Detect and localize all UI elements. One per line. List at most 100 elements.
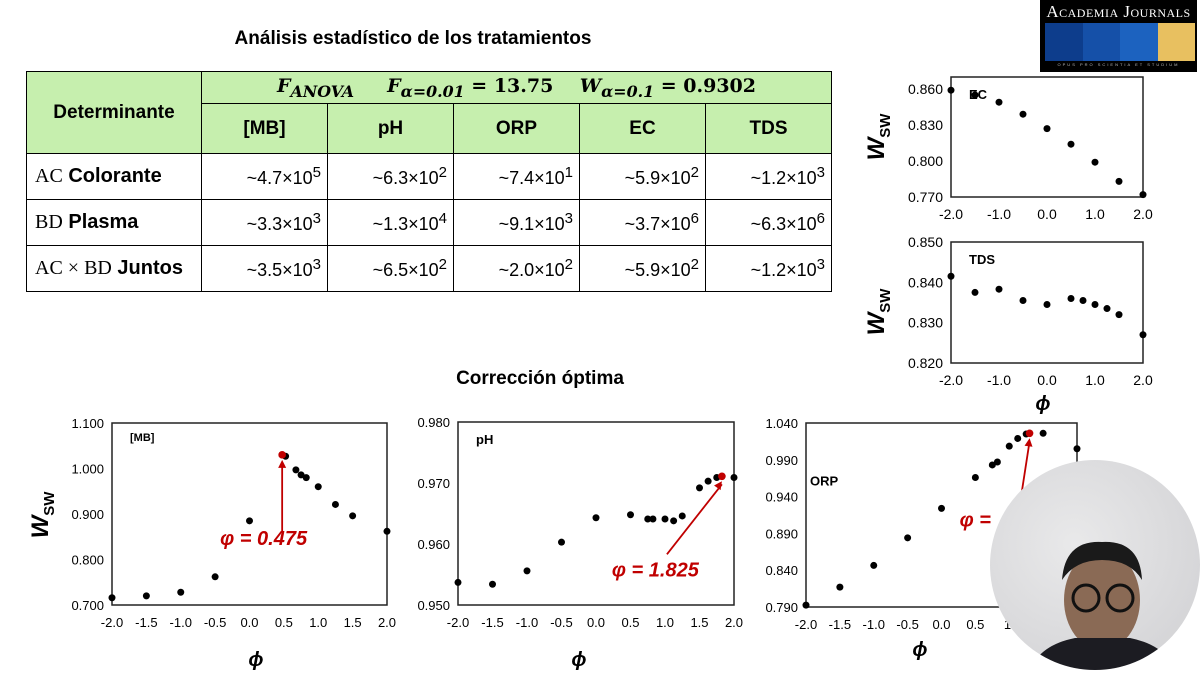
data-point — [971, 288, 979, 296]
y-tick-label: 0.900 — [71, 507, 104, 522]
data-point — [644, 515, 652, 523]
x-tick-label: 0.0 — [587, 615, 605, 630]
chart-title-mb: [MB] — [130, 432, 155, 444]
y-tick-label: 0.990 — [765, 453, 798, 468]
data-point — [1139, 191, 1147, 199]
data-point — [1067, 294, 1075, 302]
data-point — [947, 86, 955, 94]
x-axis-label: ϕ — [912, 639, 927, 661]
optimum-point — [718, 472, 726, 481]
x-tick-label: 2.0 — [725, 615, 743, 630]
presenter-video — [1030, 541, 1175, 670]
x-axis-label: ϕ — [248, 649, 263, 671]
x-tick-label: -0.5 — [204, 615, 226, 630]
f-value-cell: ~3.5×103 — [201, 245, 328, 292]
table-row: AC Colorante ~4.7×105 ~6.3×102 ~7.4×101 ~5.9… — [26, 153, 832, 200]
data-point — [292, 466, 300, 474]
x-tick-label: 0.0 — [1037, 372, 1057, 388]
data-point — [971, 473, 979, 481]
data-point — [314, 483, 322, 491]
x-tick-label: 2.0 — [1133, 206, 1153, 222]
data-point — [870, 561, 878, 569]
y-tick-label: 0.770 — [908, 189, 943, 205]
data-point — [704, 477, 712, 485]
x-tick-label: 1.0 — [656, 615, 674, 630]
data-point — [1103, 305, 1111, 313]
optimum-point — [1025, 429, 1034, 438]
data-point — [1115, 311, 1123, 319]
plot-area-ph — [457, 421, 735, 606]
stats-header: FANOVA Fα=0.01 = 13.75 Wα=0.1 = 0.9302 — [201, 71, 832, 104]
f-value-cell: ~9.1×103 — [453, 199, 580, 246]
data-point — [1019, 296, 1027, 304]
y-tick-label: 0.940 — [765, 490, 798, 505]
data-point — [661, 515, 669, 523]
logo-color-bars — [1045, 23, 1195, 61]
y-tick-label: 0.850 — [908, 234, 943, 250]
x-axis-label: ϕ — [1035, 393, 1050, 415]
y-tick-label: 1.040 — [765, 416, 798, 431]
data-point — [331, 500, 339, 508]
data-point — [1067, 140, 1075, 148]
x-tick-label: 0.5 — [275, 615, 293, 630]
data-point — [1043, 301, 1051, 309]
data-point — [988, 461, 996, 469]
x-tick-label: 1.5 — [344, 615, 362, 630]
x-tick-label: 1.0 — [1085, 372, 1105, 388]
y-tick-label: 0.800 — [908, 153, 943, 169]
y-tick-label: 0.830 — [908, 315, 943, 331]
f-value-cell: ~4.7×105 — [201, 153, 328, 200]
data-point — [1039, 429, 1047, 437]
data-point — [995, 98, 1003, 106]
optimum-label: φ = — [960, 509, 992, 531]
column-header: pH — [327, 103, 454, 154]
x-tick-label: 0.0 — [240, 615, 258, 630]
y-tick-label: 0.890 — [765, 526, 798, 541]
y-axis-label: WSW — [27, 491, 58, 539]
plot-area-tds — [950, 241, 1144, 364]
x-tick-label: 0.0 — [1037, 206, 1057, 222]
x-tick-label: 2.0 — [1133, 372, 1153, 388]
f-value-cell: ~7.4×101 — [453, 153, 580, 200]
y-tick-label: 1.000 — [71, 462, 104, 477]
x-tick-label: -1.5 — [135, 615, 157, 630]
x-tick-label: -1.0 — [863, 617, 885, 632]
x-tick-label: -1.5 — [481, 615, 503, 630]
academia-journals-logo: Academia Journals OPUS PRO SCIENTIA ET S… — [1040, 0, 1197, 72]
y-tick-label: 0.970 — [417, 476, 450, 491]
webcam-overlay — [990, 460, 1200, 670]
chart-title-orp: ORP — [810, 474, 839, 489]
plot-area-mb — [111, 422, 388, 606]
arrow-head-icon — [714, 481, 722, 491]
chart-title-tds: TDS — [969, 252, 995, 267]
data-point — [558, 538, 565, 546]
y-tick-label: 0.790 — [765, 600, 798, 615]
data-point — [454, 578, 462, 586]
data-point — [1005, 442, 1013, 450]
y-axis-label: WSW — [863, 288, 894, 336]
data-point — [1079, 296, 1087, 304]
column-header-row: [MB] pH ORP EC TDS — [27, 103, 832, 154]
section-title: Corrección óptima — [456, 368, 624, 389]
arrow-head-icon — [1024, 438, 1033, 447]
data-point — [947, 272, 955, 280]
f-value-cell: ~2.0×102 — [453, 245, 580, 292]
x-tick-label: 1.0 — [309, 615, 327, 630]
f-value-cell: ~1.3×104 — [327, 199, 454, 246]
x-tick-label: 0.0 — [932, 617, 950, 632]
y-tick-label: 0.840 — [908, 274, 943, 290]
x-tick-label: -0.5 — [896, 617, 918, 632]
data-point — [836, 583, 844, 591]
data-point — [523, 567, 531, 575]
data-point — [1073, 445, 1081, 453]
optimum-label: φ = 0.475 — [220, 528, 308, 550]
data-point — [489, 580, 496, 588]
data-point — [1091, 301, 1099, 309]
slide-title: Análisis estadístico de los tratamientos — [234, 28, 592, 49]
x-tick-label: 2.0 — [378, 615, 396, 630]
arrow-head-icon — [278, 459, 287, 468]
column-header: [MB] — [201, 103, 328, 154]
data-point — [592, 514, 600, 522]
data-point — [297, 471, 305, 479]
